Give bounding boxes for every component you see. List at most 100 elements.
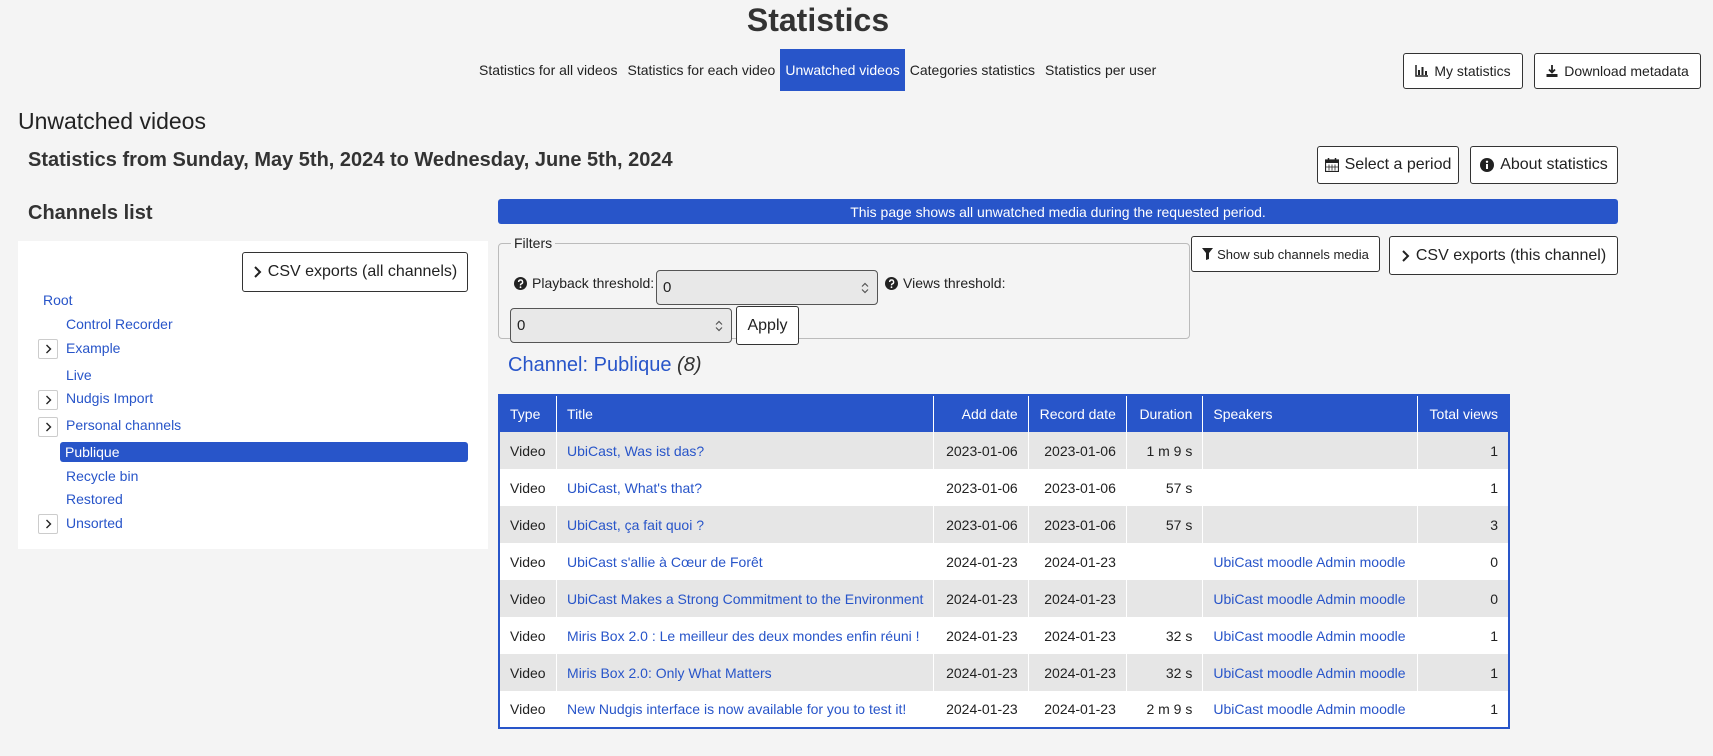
tree-item-restored[interactable]: Restored	[66, 491, 123, 507]
tab-statistics-all-videos[interactable]: Statistics for all videos	[479, 62, 618, 78]
chevron-right-icon	[45, 422, 51, 432]
cell-speakers: UbiCast moodle Admin moodle	[1202, 617, 1418, 654]
video-title-link[interactable]: UbiCast, What's that?	[567, 479, 702, 496]
table-row: Video Miris Box 2.0: Only What Matters 2…	[499, 654, 1510, 691]
period-text: Statistics from Sunday, May 5th, 2024 to…	[28, 149, 673, 171]
cell-add-date: 2023-01-06	[933, 506, 1029, 543]
channel-count: (8)	[677, 354, 702, 376]
channel-link[interactable]: Channel: Publique	[508, 354, 671, 376]
tree-item-example[interactable]: Example	[66, 340, 121, 356]
views-threshold-value: 0	[517, 317, 526, 334]
column-title[interactable]: Title	[556, 395, 935, 432]
info-banner: This page shows all unwatched media duri…	[498, 199, 1618, 224]
table-row: Video New Nudgis interface is now availa…	[499, 691, 1510, 728]
cell-type: Video	[499, 469, 558, 506]
expand-example-button[interactable]	[38, 339, 58, 359]
cell-speakers: UbiCast moodle Admin moodle	[1202, 543, 1418, 580]
cell-speakers	[1202, 506, 1418, 543]
cell-record-date: 2024-01-23	[1028, 617, 1127, 654]
bar-chart-icon	[1415, 65, 1429, 77]
column-record-date[interactable]: Record date	[1028, 395, 1127, 432]
expand-personal-channels-button[interactable]	[38, 417, 58, 437]
show-sub-channels-button[interactable]: Show sub channels media	[1191, 236, 1380, 272]
column-speakers[interactable]: Speakers	[1202, 395, 1418, 432]
tab-unwatched-videos[interactable]: Unwatched videos	[780, 49, 905, 91]
speaker-link[interactable]: UbiCast moodle Admin moodle	[1213, 664, 1406, 681]
views-threshold-input[interactable]: 0	[510, 308, 732, 343]
tree-item-control-recorder[interactable]: Control Recorder	[66, 316, 173, 332]
cell-title: UbiCast, Was ist das?	[556, 432, 935, 469]
download-metadata-label: Download metadata	[1564, 63, 1689, 79]
column-duration[interactable]: Duration	[1126, 395, 1204, 432]
chevron-right-icon	[1402, 249, 1410, 262]
cell-speakers: UbiCast moodle Admin moodle	[1202, 691, 1418, 728]
question-circle-icon	[885, 276, 898, 290]
download-metadata-button[interactable]: Download metadata	[1534, 53, 1701, 89]
tab-categories-statistics[interactable]: Categories statistics	[909, 62, 1036, 78]
chevron-right-icon	[254, 266, 262, 278]
playback-spinner[interactable]	[861, 282, 869, 293]
cell-add-date: 2024-01-23	[933, 580, 1029, 617]
views-spinner[interactable]	[715, 320, 723, 331]
statistics-tabs: Statistics for all videos Statistics for…	[474, 49, 1161, 91]
chevron-down-icon	[861, 288, 869, 293]
cell-title: UbiCast s'allie à Cœur de Forêt	[556, 543, 935, 580]
my-statistics-button[interactable]: My statistics	[1403, 53, 1523, 89]
tree-item-root[interactable]: Root	[43, 292, 73, 308]
table-row: Video Miris Box 2.0 : Le meilleur des de…	[499, 617, 1510, 654]
tree-item-unsorted[interactable]: Unsorted	[66, 515, 123, 531]
video-title-link[interactable]: UbiCast Makes a Strong Commitment to the…	[567, 590, 924, 607]
cell-total-views: 0	[1417, 580, 1510, 617]
video-title-link[interactable]: Miris Box 2.0: Only What Matters	[567, 664, 772, 681]
about-statistics-button[interactable]: About statistics	[1470, 146, 1618, 184]
speaker-link[interactable]: UbiCast moodle Admin moodle	[1213, 590, 1406, 607]
csv-exports-channel-label: CSV exports (this channel)	[1415, 246, 1607, 264]
speaker-link[interactable]: UbiCast moodle Admin moodle	[1213, 627, 1406, 644]
cell-type: Video	[499, 691, 558, 728]
my-statistics-label: My statistics	[1434, 63, 1511, 79]
chevron-up-icon	[715, 320, 723, 325]
speaker-link[interactable]: UbiCast moodle Admin moodle	[1213, 553, 1406, 570]
chevron-right-icon	[45, 519, 51, 529]
question-circle-icon	[514, 276, 527, 290]
speaker-link[interactable]: UbiCast moodle Admin moodle	[1213, 701, 1406, 717]
cell-record-date: 2024-01-23	[1028, 654, 1127, 691]
tree-item-recycle-bin[interactable]: Recycle bin	[66, 468, 139, 484]
csv-exports-channel-button[interactable]: CSV exports (this channel)	[1389, 236, 1618, 275]
table-row: Video UbiCast s'allie à Cœur de Forêt 20…	[499, 543, 1510, 580]
tree-item-live[interactable]: Live	[66, 367, 92, 383]
tab-statistics-per-user[interactable]: Statistics per user	[1045, 62, 1157, 78]
apply-button[interactable]: Apply	[736, 306, 799, 345]
cell-type: Video	[499, 580, 558, 617]
tree-item-nudgis-import[interactable]: Nudgis Import	[66, 390, 154, 406]
tab-statistics-each-video[interactable]: Statistics for each video	[627, 62, 776, 78]
select-period-button[interactable]: Select a period	[1317, 146, 1459, 184]
expand-unsorted-button[interactable]	[38, 514, 58, 534]
tree-item-publique[interactable]: Publique	[60, 442, 468, 462]
playback-threshold-input[interactable]: 0	[656, 270, 878, 305]
video-title-link[interactable]: New Nudgis interface is now available fo…	[567, 701, 907, 717]
cell-duration	[1126, 580, 1204, 617]
cell-add-date: 2024-01-23	[933, 543, 1029, 580]
video-title-link[interactable]: UbiCast s'allie à Cœur de Forêt	[567, 553, 763, 570]
about-statistics-label: About statistics	[1500, 156, 1608, 173]
column-type[interactable]: Type	[499, 395, 558, 432]
cell-add-date: 2024-01-23	[933, 617, 1029, 654]
tree-item-personal-channels[interactable]: Personal channels	[66, 417, 182, 433]
filter-icon	[1202, 248, 1214, 260]
cell-duration: 32 s	[1126, 654, 1204, 691]
cell-add-date: 2024-01-23	[933, 654, 1029, 691]
video-title-link[interactable]: Miris Box 2.0 : Le meilleur des deux mon…	[567, 627, 920, 644]
cell-speakers: UbiCast moodle Admin moodle	[1202, 580, 1418, 617]
info-circle-icon	[1480, 158, 1495, 172]
video-title-link[interactable]: UbiCast, Was ist das?	[567, 442, 705, 459]
column-total-views[interactable]: Total views	[1417, 395, 1510, 432]
expand-nudgis-import-button[interactable]	[38, 390, 58, 410]
csv-exports-all-button[interactable]: CSV exports (all channels)	[242, 252, 468, 292]
video-title-link[interactable]: UbiCast, ça fait quoi ?	[567, 516, 704, 533]
cell-speakers: UbiCast moodle Admin moodle	[1202, 654, 1418, 691]
column-add-date[interactable]: Add date	[933, 395, 1029, 432]
cell-title: Miris Box 2.0 : Le meilleur des deux mon…	[556, 617, 935, 654]
cell-type: Video	[499, 654, 558, 691]
cell-record-date: 2023-01-06	[1028, 432, 1127, 469]
